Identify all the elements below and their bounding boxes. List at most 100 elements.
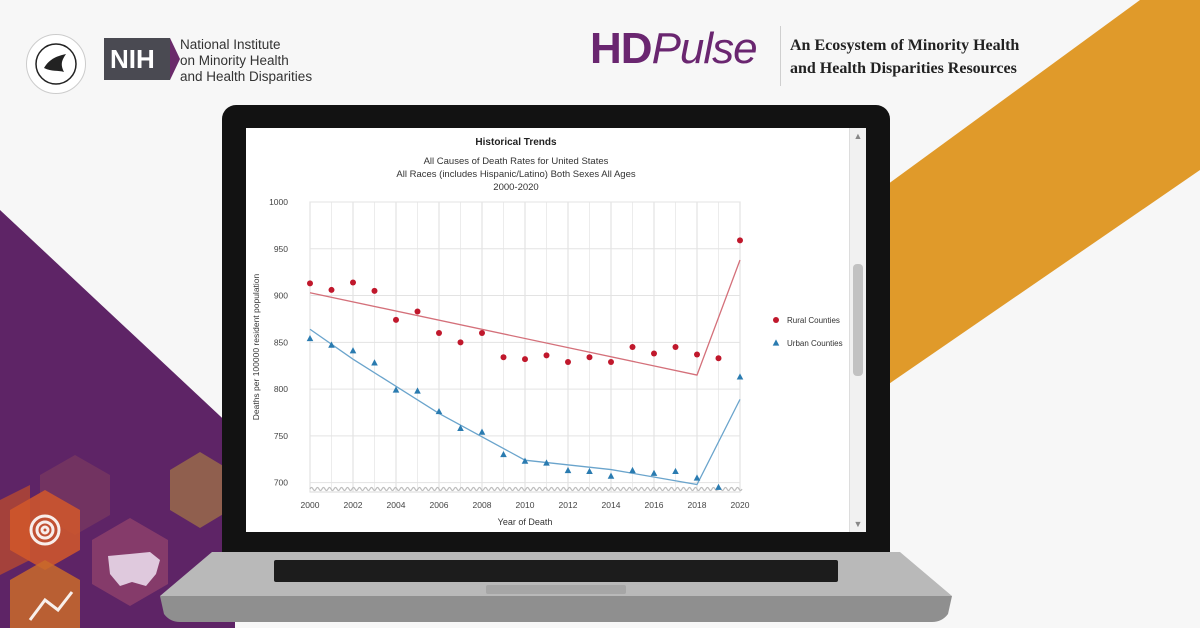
- chart-title: Historical Trends: [475, 137, 557, 148]
- data-point: [350, 279, 356, 286]
- data-point: [435, 407, 443, 415]
- data-point: [650, 469, 658, 476]
- data-point: [457, 339, 464, 346]
- scroll-down-icon[interactable]: ▼: [853, 519, 863, 529]
- x-tick-label: 2020: [731, 500, 750, 510]
- data-point: [436, 329, 442, 336]
- data-point: [672, 344, 679, 350]
- us-map-icon: [108, 552, 160, 586]
- y-tick-label: 850: [274, 337, 288, 347]
- x-tick-label: 2016: [645, 500, 664, 510]
- nimhd-line: National Institute: [180, 37, 281, 52]
- hexagon-decor: [10, 560, 80, 628]
- header-divider: [780, 26, 781, 86]
- brand-hd: HD: [590, 24, 653, 73]
- data-point: [371, 359, 378, 366]
- x-tick-label: 2014: [602, 500, 621, 510]
- x-tick-label: 2006: [430, 500, 449, 510]
- x-tick-label: 2004: [387, 500, 406, 510]
- tagline: An Ecosystem of Minority Health and Heal…: [790, 34, 1019, 80]
- data-point: [307, 280, 313, 287]
- data-point: [651, 350, 657, 357]
- brand-pulse: Pulse: [651, 24, 758, 73]
- data-point: [564, 466, 572, 474]
- x-tick-label: 2018: [688, 500, 707, 510]
- tagline-line: and Health Disparities Resources: [790, 60, 1017, 77]
- y-tick-label: 700: [274, 478, 288, 488]
- data-point: [521, 457, 529, 464]
- scroll-thumb[interactable]: [853, 264, 863, 376]
- chart-subtitle: All Races (includes Hispanic/Latino) Bot…: [396, 169, 635, 180]
- scrollbar[interactable]: ▲ ▼: [849, 128, 866, 532]
- legend-label: Rural Counties: [787, 316, 840, 325]
- data-point: [543, 459, 550, 466]
- scroll-up-icon[interactable]: ▲: [853, 131, 863, 141]
- x-tick-label: 2002: [344, 500, 363, 510]
- data-point: [500, 354, 507, 361]
- historical-trends-chart: Historical Trends All Causes of Death Rat…: [251, 137, 843, 527]
- legend-marker: [772, 339, 780, 346]
- nih-abbrev: NIH: [110, 43, 155, 74]
- tagline-line: An Ecosystem of Minority Health: [790, 37, 1020, 54]
- trend-line: [309, 259, 741, 376]
- y-tick-label: 800: [274, 384, 288, 394]
- data-point: [371, 287, 378, 294]
- orange-stripe: [880, 0, 1200, 390]
- laptop-front-edge: [160, 596, 952, 622]
- legend-label: Urban Counties: [787, 339, 843, 348]
- data-point: [715, 483, 722, 490]
- nimhd-line: on Minority Health: [180, 53, 289, 68]
- trend-chart-icon: [28, 591, 74, 621]
- y-tick-label: 900: [274, 291, 288, 301]
- data-point: [306, 334, 314, 342]
- data-point: [393, 316, 399, 323]
- data-point: [565, 358, 571, 365]
- data-point: [522, 356, 528, 363]
- data-point: [672, 467, 679, 475]
- axis-break: [309, 486, 743, 492]
- y-tick-label: 1000: [269, 197, 288, 207]
- nimhd-line: and Health Disparities: [180, 69, 313, 84]
- data-point: [457, 424, 464, 431]
- data-point: [715, 355, 722, 362]
- data-point: [607, 472, 615, 479]
- data-point: [693, 474, 701, 481]
- data-point: [500, 450, 507, 458]
- data-point: [349, 347, 357, 354]
- data-point: [328, 286, 335, 293]
- data-point: [608, 358, 614, 365]
- x-tick-label: 2008: [473, 500, 492, 510]
- data-point: [479, 329, 485, 336]
- hexagon-decor: [170, 452, 230, 528]
- data-point: [694, 351, 700, 358]
- data-point: [737, 237, 743, 244]
- x-tick-label: 2010: [516, 500, 535, 510]
- data-point: [414, 387, 421, 394]
- y-tick-label: 750: [274, 431, 288, 441]
- data-point: [629, 344, 636, 350]
- data-point: [392, 386, 400, 393]
- data-point: [414, 308, 421, 315]
- y-tick-label: 950: [274, 244, 288, 254]
- chart-subtitle: All Causes of Death Rates for United Sta…: [424, 156, 609, 167]
- chart-subtitle: 2000-2020: [493, 182, 538, 193]
- x-tick-label: 2000: [301, 500, 320, 510]
- data-point: [478, 428, 486, 435]
- laptop-base: [160, 552, 952, 622]
- data-point: [328, 341, 335, 348]
- nimhd-name: National Institute on Minority Health an…: [180, 37, 320, 85]
- data-point: [629, 466, 636, 474]
- nih-logo-arrow: [170, 38, 180, 80]
- data-point: [736, 373, 744, 380]
- eagle-icon: [35, 43, 77, 85]
- data-point: [586, 467, 593, 475]
- nih-logo: NIH: [104, 38, 170, 80]
- hexagon-decor: [10, 490, 80, 570]
- data-point: [586, 354, 593, 361]
- x-tick-label: 2012: [559, 500, 578, 510]
- data-point: [543, 352, 550, 359]
- target-icon: [29, 514, 61, 546]
- keyboard: [274, 560, 838, 582]
- y-axis-label: Deaths per 100000 resident population: [251, 273, 261, 420]
